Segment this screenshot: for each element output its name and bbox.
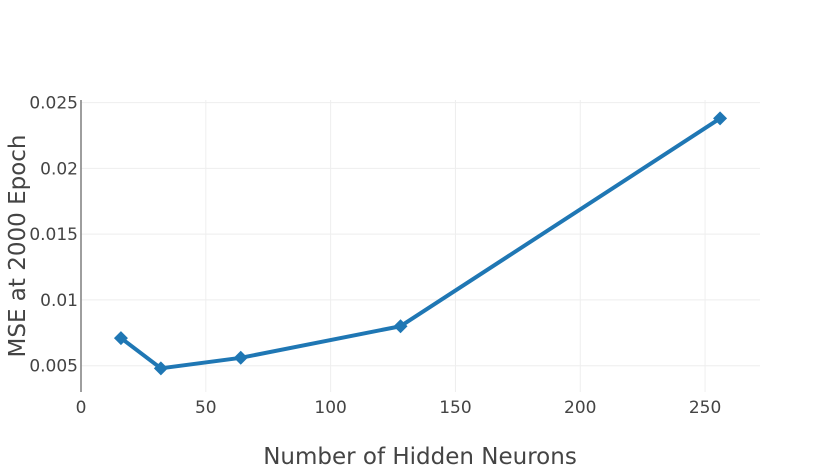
x-tick-label: 200 xyxy=(564,398,596,418)
data-point-marker xyxy=(233,350,248,365)
series xyxy=(113,111,728,376)
series-line xyxy=(118,116,723,371)
y-tick-label: 0.015 xyxy=(29,225,78,245)
y-tick-label: 0.005 xyxy=(29,357,78,377)
y-tick-label: 0.01 xyxy=(40,291,78,311)
x-axis-title: Number of Hidden Neurons xyxy=(263,444,577,470)
y-tick-label: 0.02 xyxy=(40,159,78,179)
y-tick-label: 0.025 xyxy=(29,94,78,114)
x-tick-label: 150 xyxy=(439,398,471,418)
data-point-marker xyxy=(713,111,728,126)
data-point-marker xyxy=(113,331,128,346)
x-tick-label: 0 xyxy=(76,398,87,418)
x-tick-label: 250 xyxy=(689,398,721,418)
y-axis-title: MSE at 2000 Epoch xyxy=(5,135,31,358)
data-point-marker xyxy=(153,361,168,376)
grid xyxy=(81,100,760,392)
x-tick-labels: 0 50 100 150 200 250 xyxy=(76,398,722,418)
x-tick-label: 50 xyxy=(195,398,217,418)
x-tick-label: 100 xyxy=(314,398,346,418)
data-point-marker xyxy=(393,319,408,334)
y-tick-labels: 0.005 0.01 0.015 0.02 0.025 xyxy=(29,94,78,377)
